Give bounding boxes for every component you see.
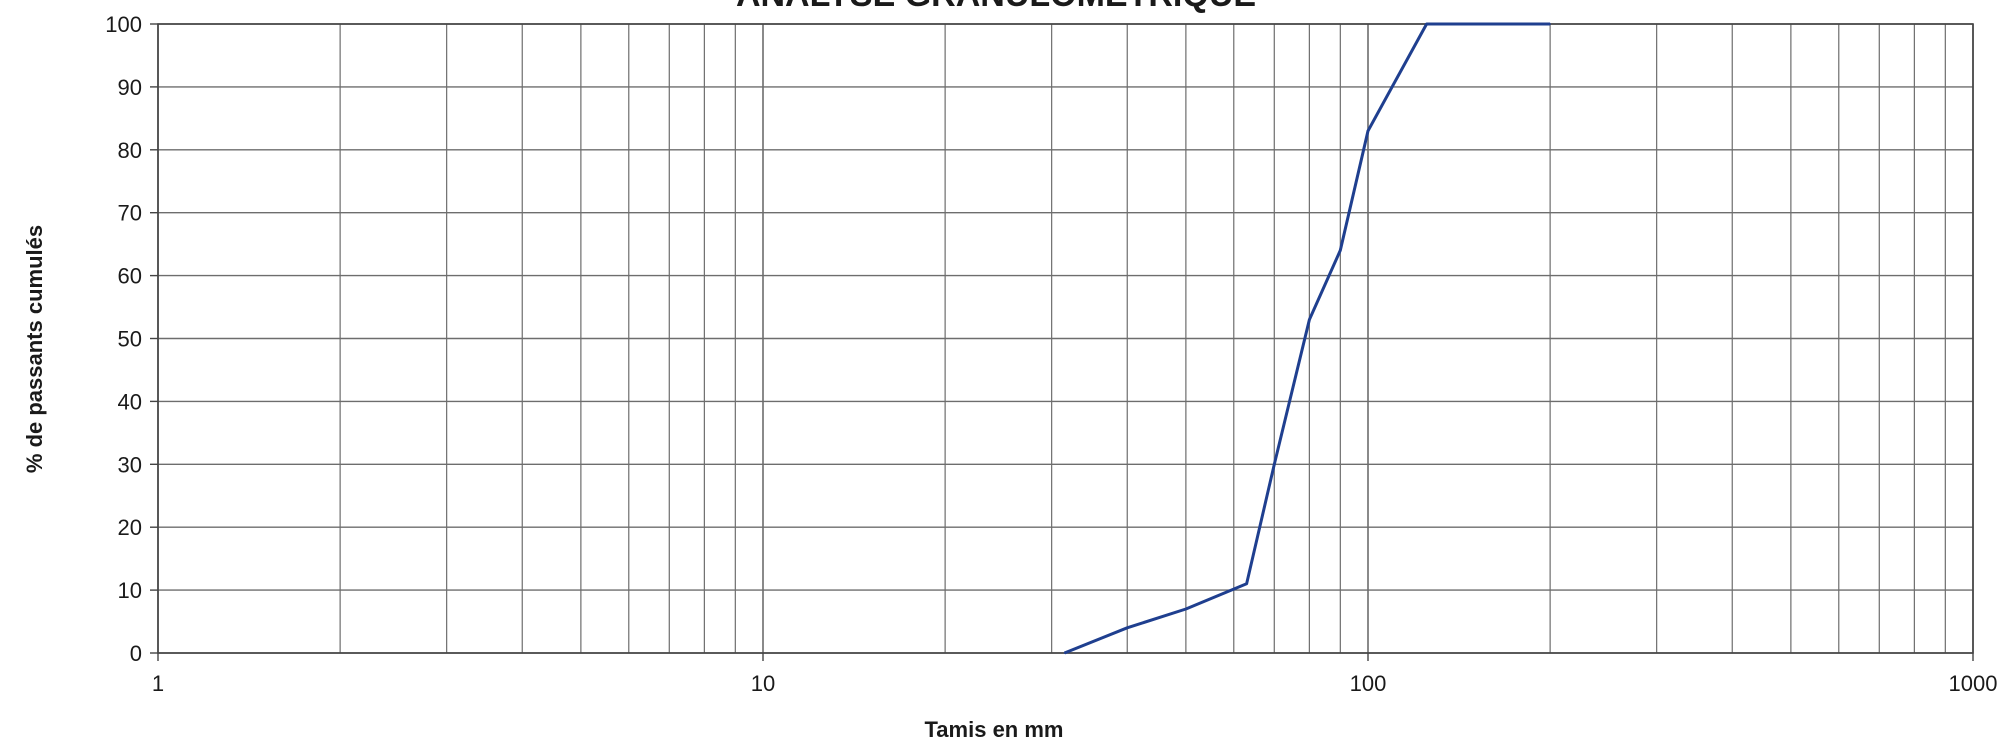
- data-point: [1185, 608, 1187, 610]
- data-point: [1367, 130, 1369, 132]
- data-point: [1308, 318, 1311, 321]
- y-tick-label: 50: [118, 327, 142, 352]
- x-tick-label: 10: [751, 671, 775, 696]
- series-layer: [1063, 22, 1551, 655]
- data-point: [1273, 463, 1276, 466]
- y-tick-label: 70: [118, 201, 142, 226]
- chart-title: ANALYSE GRANULOMETRIQUE: [736, 0, 1256, 14]
- y-tick-label: 90: [118, 75, 142, 100]
- data-point: [1549, 23, 1551, 25]
- x-tick-label: 1000: [1949, 671, 1998, 696]
- data-point: [1425, 23, 1428, 25]
- y-tick-label: 60: [118, 264, 142, 289]
- y-tick-label: 0: [130, 641, 142, 666]
- y-tick-label: 10: [118, 578, 142, 603]
- y-tick-label: 80: [118, 138, 142, 163]
- data-point: [1245, 583, 1248, 585]
- y-axis-label: % de passants cumulés: [22, 225, 47, 473]
- x-axis-label: Tamis en mm: [925, 717, 1064, 742]
- grid: [150, 23, 1974, 661]
- data-point: [1063, 652, 1066, 654]
- series-line: [1063, 22, 1551, 655]
- y-tick-label: 40: [118, 389, 142, 414]
- x-tick-label: 1: [152, 671, 164, 696]
- data-point: [1126, 627, 1129, 629]
- data-point: [1339, 249, 1342, 252]
- x-tick-label: 100: [1350, 671, 1387, 696]
- y-tick-label: 20: [118, 515, 142, 540]
- y-tick-label: 100: [105, 12, 142, 37]
- y-tick-label: 30: [118, 452, 142, 477]
